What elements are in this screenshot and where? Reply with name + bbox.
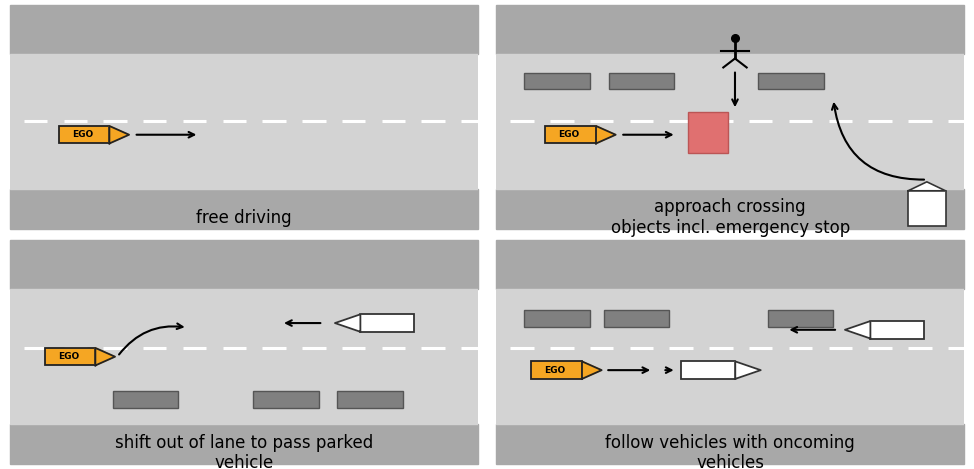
Polygon shape bbox=[109, 126, 129, 144]
Bar bbox=[604, 310, 669, 327]
Polygon shape bbox=[908, 182, 946, 191]
Bar bbox=[45, 348, 95, 365]
Bar bbox=[545, 126, 596, 144]
Text: follow vehicles with oncoming
vehicles: follow vehicles with oncoming vehicles bbox=[606, 434, 855, 469]
Text: EGO: EGO bbox=[559, 130, 580, 139]
Bar bbox=[871, 321, 924, 339]
Bar bbox=[497, 54, 964, 189]
Bar bbox=[58, 126, 109, 144]
Bar bbox=[497, 5, 964, 54]
Bar bbox=[10, 424, 477, 464]
Bar bbox=[768, 310, 833, 327]
Bar bbox=[10, 5, 477, 54]
Bar bbox=[689, 112, 728, 153]
Polygon shape bbox=[95, 348, 115, 365]
Bar bbox=[113, 391, 178, 408]
Bar bbox=[609, 73, 674, 89]
Bar bbox=[524, 73, 590, 89]
Bar bbox=[497, 240, 964, 289]
Bar bbox=[759, 73, 824, 89]
Bar bbox=[10, 240, 477, 289]
Text: EGO: EGO bbox=[58, 352, 79, 361]
Text: free driving: free driving bbox=[196, 209, 291, 227]
Bar bbox=[497, 189, 964, 229]
Bar bbox=[10, 189, 477, 229]
Text: approach crossing
objects incl. emergency stop: approach crossing objects incl. emergenc… bbox=[611, 198, 850, 237]
Bar bbox=[497, 424, 964, 464]
Bar bbox=[10, 289, 477, 424]
Polygon shape bbox=[335, 314, 360, 332]
Bar bbox=[532, 362, 582, 379]
Bar bbox=[337, 391, 403, 408]
Polygon shape bbox=[735, 362, 761, 379]
Polygon shape bbox=[582, 362, 602, 379]
Bar bbox=[681, 362, 735, 379]
Bar bbox=[497, 289, 964, 424]
Text: shift out of lane to pass parked
vehicle: shift out of lane to pass parked vehicle bbox=[115, 434, 373, 469]
Bar bbox=[10, 54, 477, 189]
Bar bbox=[908, 191, 946, 226]
Text: EGO: EGO bbox=[72, 130, 94, 139]
Text: EGO: EGO bbox=[544, 366, 566, 375]
Bar bbox=[253, 391, 318, 408]
Bar bbox=[524, 310, 590, 327]
Bar bbox=[360, 314, 415, 332]
Polygon shape bbox=[845, 321, 871, 339]
Polygon shape bbox=[596, 126, 616, 144]
